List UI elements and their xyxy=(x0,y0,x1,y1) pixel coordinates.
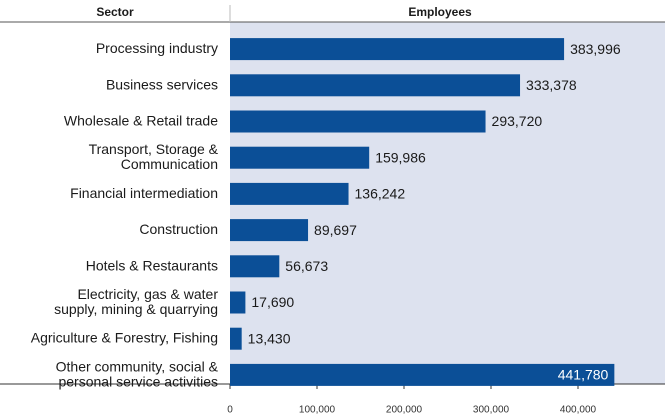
category-label: Other community, social & personal servic… xyxy=(56,358,219,389)
bar xyxy=(230,38,565,61)
x-tick-label: 100,000 xyxy=(299,405,336,416)
category-label: Agriculture & Forestry, Fishing xyxy=(31,329,218,345)
category-label: Business services xyxy=(106,76,218,92)
bar xyxy=(230,219,309,242)
value-label: 56,673 xyxy=(285,258,328,274)
category-label: Hotels & Restaurants xyxy=(86,257,218,273)
bar xyxy=(230,182,349,205)
x-tick-label: 200,000 xyxy=(386,405,423,416)
x-tick-label: 0 xyxy=(227,405,233,416)
category-label: Transport, Storage & Communication xyxy=(89,141,219,172)
category-label: Processing industry xyxy=(96,40,218,56)
value-label: 383,996 xyxy=(570,41,621,57)
x-tick-label: 400,000 xyxy=(560,405,597,416)
bar xyxy=(230,146,370,169)
value-label: 17,690 xyxy=(251,294,294,310)
category-label: Electricity, gas & water supply, mining &… xyxy=(54,286,218,317)
bar xyxy=(230,363,615,386)
value-label: 293,720 xyxy=(492,113,543,129)
column-header: Employees xyxy=(408,5,472,19)
bar xyxy=(230,291,246,314)
value-label: 89,697 xyxy=(314,222,357,238)
category-label: Construction xyxy=(139,221,218,237)
bar xyxy=(230,327,242,350)
value-label: 159,986 xyxy=(375,149,426,165)
bar xyxy=(230,255,280,278)
value-label: 13,430 xyxy=(248,330,291,346)
column-header: Sector xyxy=(96,5,134,19)
value-label: 333,378 xyxy=(526,77,577,93)
x-tick-label: 300,000 xyxy=(473,405,510,416)
category-label: Financial intermediation xyxy=(70,185,218,201)
bar xyxy=(230,110,486,133)
value-label: 136,242 xyxy=(355,186,406,202)
category-label: Wholesale & Retail trade xyxy=(64,112,218,128)
value-label: 441,780 xyxy=(558,367,609,383)
bar xyxy=(230,74,521,97)
